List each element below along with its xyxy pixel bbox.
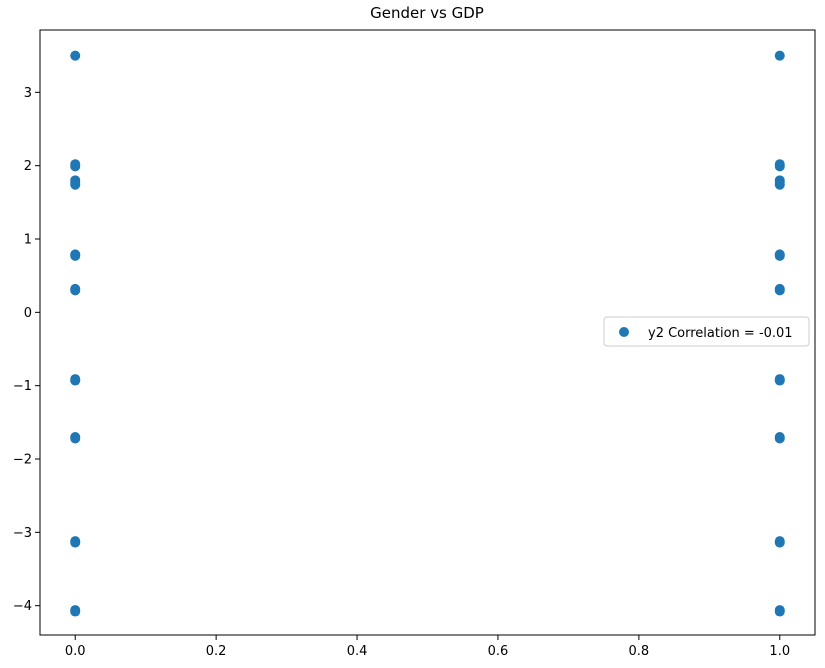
- x-tick-label: 0.8: [629, 644, 650, 659]
- scatter-point: [70, 537, 81, 548]
- x-tick-label: 0.6: [488, 644, 509, 659]
- y-tick-label: −1: [13, 379, 32, 394]
- scatter-point: [774, 161, 785, 172]
- y-tick-label: 3: [24, 86, 32, 101]
- y-tick-label: 0: [24, 306, 32, 321]
- scatter-point: [774, 50, 785, 61]
- y-tick-label: −4: [13, 599, 32, 614]
- legend-box: [603, 316, 810, 347]
- scatter-point: [70, 285, 81, 296]
- x-tick-label: 1.0: [769, 644, 790, 659]
- legend-label: y2 Correlation = -0.01: [648, 326, 793, 341]
- scatter-point: [70, 161, 81, 172]
- scatter-point: [70, 179, 81, 190]
- y-axis: −4 −3 −2 −1 0 1 2 3: [13, 86, 40, 614]
- x-tick-label: 0.0: [65, 644, 86, 659]
- plot-frame: [39, 29, 816, 636]
- x-tick-label: 0.4: [347, 644, 368, 659]
- scatter-point: [70, 50, 81, 61]
- scatter-point: [774, 179, 785, 190]
- scatter-point: [774, 375, 785, 386]
- points-layer: [70, 50, 785, 617]
- scatter-point: [70, 375, 81, 386]
- scatter-point: [774, 433, 785, 444]
- scatter-point: [774, 285, 785, 296]
- y-tick-label: 2: [24, 159, 32, 174]
- scatter-point: [70, 433, 81, 444]
- scatter-point: [774, 606, 785, 617]
- y-tick-label: 1: [24, 233, 32, 248]
- y-tick-label: −3: [13, 526, 32, 541]
- scatter-point: [774, 250, 785, 261]
- scatter-point: [70, 250, 81, 261]
- x-tick-label: 0.2: [206, 644, 227, 659]
- legend-marker: [619, 327, 629, 337]
- x-axis: 0.0 0.2 0.4 0.6 0.8 1.0: [65, 635, 790, 659]
- scatter-point: [774, 537, 785, 548]
- legend: y2 Correlation = -0.01: [603, 316, 810, 347]
- scatter-point: [70, 606, 81, 617]
- y-tick-label: −2: [13, 453, 32, 468]
- chart-title: Gender vs GDP: [370, 4, 484, 22]
